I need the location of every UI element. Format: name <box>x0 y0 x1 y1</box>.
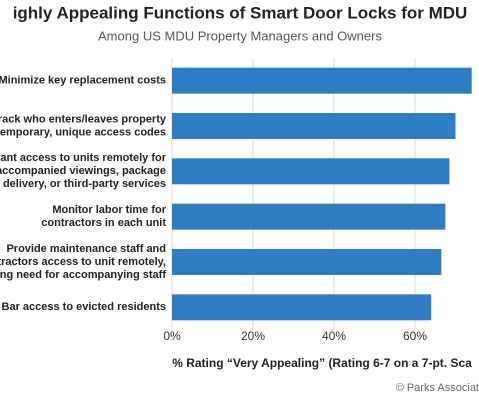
chart-title: ighly Appealing Functions of Smart Door … <box>13 3 468 22</box>
y-tick-label: contractors access to unit remotely, <box>0 256 166 268</box>
bar <box>172 203 446 230</box>
y-tick-label: Bar access to evicted residents <box>2 301 166 313</box>
y-tick-label: Grant access to units remotely for <box>0 152 167 164</box>
chart-subtitle: Among US MDU Property Managers and Owner… <box>98 28 382 43</box>
x-tick-label: 60% <box>403 329 427 343</box>
x-tick-label: 0% <box>163 329 181 343</box>
bar <box>172 113 456 139</box>
bar <box>172 249 442 275</box>
y-tick-label: Provide maintenance staff and <box>6 243 166 255</box>
bar <box>172 294 432 321</box>
y-tick-label: unaccompanied viewings, package <box>0 165 166 177</box>
y-tick-label: ng temporary, unique access codes <box>0 126 166 138</box>
y-tick-label: delivery, or third-party services <box>3 178 166 190</box>
x-axis-title: % Rating “Very Appealing” (Rating 6-7 on… <box>172 356 472 370</box>
bar <box>172 67 472 94</box>
y-tick-label: Minimize key replacement costs <box>0 75 166 87</box>
x-tick-label: 20% <box>241 329 265 343</box>
source: © Parks Associat <box>396 382 479 394</box>
y-tick-label: oving need for accompanying staff <box>0 269 166 281</box>
x-tick-label: 40% <box>322 329 346 343</box>
y-tick-label: contractors in each unit <box>41 217 166 229</box>
bar <box>172 158 450 185</box>
y-tick-label: Track who enters/leaves property <box>0 113 167 125</box>
y-tick-label: Monitor labor time for <box>52 204 166 216</box>
